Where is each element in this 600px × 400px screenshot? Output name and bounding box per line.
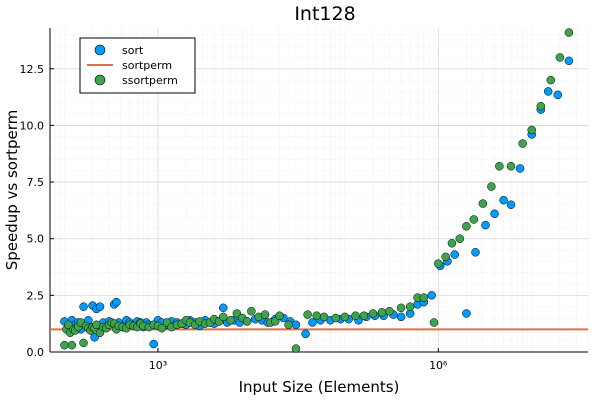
sort-point [427, 291, 436, 300]
sort-point [543, 87, 553, 96]
sort-point [149, 339, 158, 349]
legend-marker-ssortperm [94, 74, 106, 86]
sort-point [79, 302, 88, 311]
ssortperm-point [359, 311, 369, 320]
ssortperm-point [506, 161, 516, 171]
ssortperm-point [536, 101, 546, 111]
ssortperm-point [242, 317, 252, 326]
x-tick-label: 10³ [149, 359, 167, 372]
y-tick-label: 12.5 [20, 63, 45, 76]
ssortperm-point [495, 161, 504, 171]
sort-point [490, 209, 499, 219]
ssortperm-point [455, 234, 465, 243]
legend-label-sort: sort [122, 44, 144, 57]
x-axis-title: Input Size (Elements) [239, 378, 400, 396]
ssortperm-point [232, 309, 242, 318]
ssortperm-point [469, 215, 479, 224]
y-tick-label: 7.5 [27, 176, 45, 189]
ssortperm-point [564, 28, 574, 37]
ssortperm-point [60, 340, 69, 350]
ssortperm-point [555, 53, 565, 62]
sort-point [95, 302, 105, 311]
ssortperm-point [377, 308, 387, 317]
legend-marker-sort [94, 44, 106, 56]
x-tick-label: 10⁶ [429, 359, 448, 372]
ssortperm-point [291, 344, 301, 353]
ssortperm-point [518, 139, 527, 148]
ssortperm-point [260, 310, 270, 319]
sort-point [564, 56, 574, 66]
sort-point [112, 297, 121, 307]
scatter-series [60, 28, 574, 353]
ssortperm-point [331, 313, 341, 323]
ssortperm-point [419, 293, 429, 302]
sort-point [308, 318, 317, 327]
ssortperm-point [157, 323, 167, 333]
x-axis-ticks: 10³ 10⁶ [149, 348, 448, 372]
ssortperm-point [527, 125, 536, 135]
sort-point [301, 329, 310, 339]
y-axis-title: Speedup vs sortperm [3, 110, 21, 271]
ssortperm-point [312, 311, 321, 320]
sort-point [219, 303, 228, 313]
legend-label-ssortperm: ssortperm [122, 74, 178, 87]
ssortperm-point [303, 310, 312, 319]
ssortperm-point [447, 238, 457, 248]
ssortperm-point [247, 306, 256, 316]
ssortperm-point [219, 312, 228, 322]
sort-point [396, 312, 406, 322]
chart-title: Int128 [294, 3, 355, 25]
ssortperm-point [478, 199, 488, 208]
ssortperm-point [284, 320, 293, 330]
sort-point [462, 309, 471, 318]
sort-point [450, 250, 459, 259]
ssortperm-point [319, 312, 329, 322]
ssortperm-point [368, 309, 378, 318]
plot-area [49, 28, 589, 353]
ssortperm-point [546, 75, 556, 85]
ssortperm-point [462, 222, 471, 231]
ssortperm-point [275, 311, 284, 320]
ssortperm-point [226, 316, 235, 325]
y-tick-label: 10.0 [20, 119, 45, 132]
sort-point [481, 220, 490, 230]
legend: sort sortperm ssortperm [79, 37, 196, 94]
sort-point [471, 248, 480, 257]
ssortperm-point [405, 302, 415, 311]
ssortperm-point [434, 259, 443, 268]
y-tick-label: 0.0 [27, 346, 45, 359]
y-tick-label: 2.5 [27, 289, 45, 302]
sort-point [291, 320, 301, 330]
ssortperm-point [441, 252, 450, 262]
sort-point [553, 90, 563, 100]
ssortperm-point [487, 182, 496, 191]
ssortperm-point [396, 303, 406, 313]
sort-point [90, 333, 99, 342]
ssortperm-points [60, 28, 574, 353]
y-axis-ticks: 0.0 2.5 5.0 7.5 10.0 12.5 [20, 63, 54, 359]
y-tick-label: 5.0 [27, 233, 45, 246]
ssortperm-point [351, 311, 360, 320]
axes [49, 28, 588, 353]
ssortperm-point [429, 318, 439, 327]
sort-point [515, 164, 525, 173]
ssortperm-point [79, 338, 88, 348]
ssortperm-point [340, 312, 350, 322]
sort-point [506, 200, 516, 209]
sort-point [499, 195, 508, 205]
ssortperm-point [270, 317, 280, 326]
ssortperm-point [67, 340, 77, 350]
legend-label-sortperm: sortperm [122, 59, 172, 72]
ssortperm-point [385, 306, 394, 316]
